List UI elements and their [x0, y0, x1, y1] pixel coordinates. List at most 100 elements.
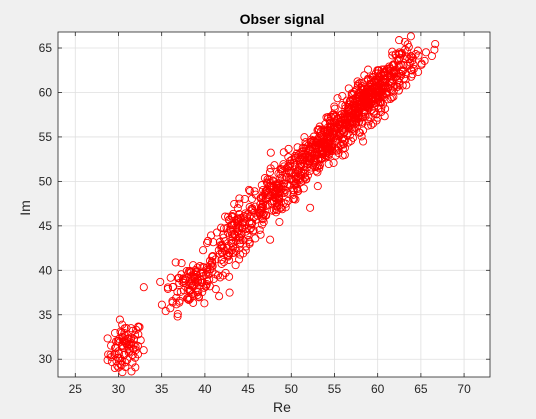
data-point	[292, 149, 301, 158]
data-point	[324, 139, 333, 148]
data-point	[288, 194, 297, 204]
data-point	[217, 259, 226, 268]
data-point	[193, 290, 202, 299]
data-point	[389, 60, 398, 69]
data-point	[355, 128, 364, 137]
data-point	[329, 158, 338, 167]
data-point	[285, 157, 295, 166]
data-point	[257, 181, 266, 190]
data-point	[264, 192, 273, 201]
data-point	[346, 97, 355, 106]
data-point	[228, 239, 237, 248]
data-point	[342, 130, 351, 139]
data-point	[216, 273, 225, 282]
data-point	[324, 144, 333, 153]
data-point	[266, 235, 275, 244]
data-point	[357, 83, 366, 92]
data-point	[235, 255, 244, 264]
data-point	[103, 334, 112, 343]
data-point	[139, 283, 148, 292]
data-point	[255, 208, 264, 218]
y-axis-label: Im	[17, 200, 33, 216]
data-point	[354, 118, 363, 127]
data-point	[114, 336, 123, 345]
data-point	[161, 307, 170, 316]
data-point	[272, 208, 281, 217]
data-point	[186, 286, 195, 295]
data-point	[408, 70, 417, 79]
data-point	[369, 119, 378, 128]
data-point	[206, 260, 215, 269]
x-tick-label: 50	[285, 382, 299, 396]
data-point	[417, 60, 426, 69]
data-point	[166, 304, 175, 313]
data-point	[306, 203, 315, 212]
data-point	[363, 121, 373, 130]
data-point	[233, 214, 242, 223]
data-point	[226, 220, 235, 230]
data-point	[245, 239, 254, 248]
data-point	[281, 175, 290, 184]
data-point	[300, 155, 309, 164]
data-point	[344, 103, 353, 112]
data-point	[319, 146, 328, 155]
data-point	[200, 299, 209, 308]
data-point	[345, 131, 355, 140]
data-point	[431, 39, 440, 49]
data-point	[398, 81, 407, 90]
data-point	[194, 287, 203, 296]
data-point	[402, 52, 411, 61]
data-point	[115, 315, 124, 324]
data-point	[301, 169, 310, 178]
data-point	[409, 60, 418, 69]
data-point	[274, 193, 283, 202]
data-point	[208, 262, 217, 271]
data-point	[218, 271, 228, 280]
data-point	[389, 92, 398, 101]
data-point	[285, 168, 294, 177]
data-point	[256, 230, 265, 239]
data-point	[257, 208, 266, 217]
data-point	[251, 202, 260, 211]
data-point	[367, 121, 376, 130]
data-point	[293, 167, 302, 176]
y-tick-label: 50	[39, 174, 53, 188]
data-point	[235, 233, 245, 242]
data-point	[301, 144, 311, 153]
data-point	[357, 132, 366, 141]
data-point	[402, 81, 411, 90]
data-point	[430, 45, 439, 54]
data-point	[386, 94, 395, 103]
x-tick-label: 70	[457, 382, 471, 396]
data-point	[406, 32, 415, 41]
data-point	[111, 349, 120, 358]
data-point	[259, 197, 268, 207]
data-point	[235, 194, 244, 203]
data-point	[329, 110, 338, 119]
data-point	[177, 259, 186, 268]
data-point	[421, 48, 431, 57]
data-point	[235, 223, 244, 232]
data-point	[186, 266, 195, 276]
data-point	[307, 153, 316, 162]
data-point	[200, 283, 209, 292]
data-point	[131, 345, 140, 355]
data-point	[304, 141, 313, 150]
data-point	[300, 165, 309, 174]
data-point	[245, 185, 254, 194]
data-point	[169, 282, 178, 291]
data-point	[313, 182, 322, 191]
data-point	[272, 202, 281, 211]
data-point	[283, 196, 292, 206]
data-point	[110, 328, 120, 338]
data-point	[276, 170, 285, 179]
data-point	[364, 65, 373, 74]
data-point	[355, 89, 365, 98]
data-point	[395, 55, 404, 64]
data-point	[292, 179, 301, 189]
data-point	[381, 104, 390, 113]
data-point	[399, 60, 408, 70]
data-point	[365, 97, 374, 106]
data-point	[205, 256, 215, 265]
x-tick-label: 45	[241, 382, 255, 396]
